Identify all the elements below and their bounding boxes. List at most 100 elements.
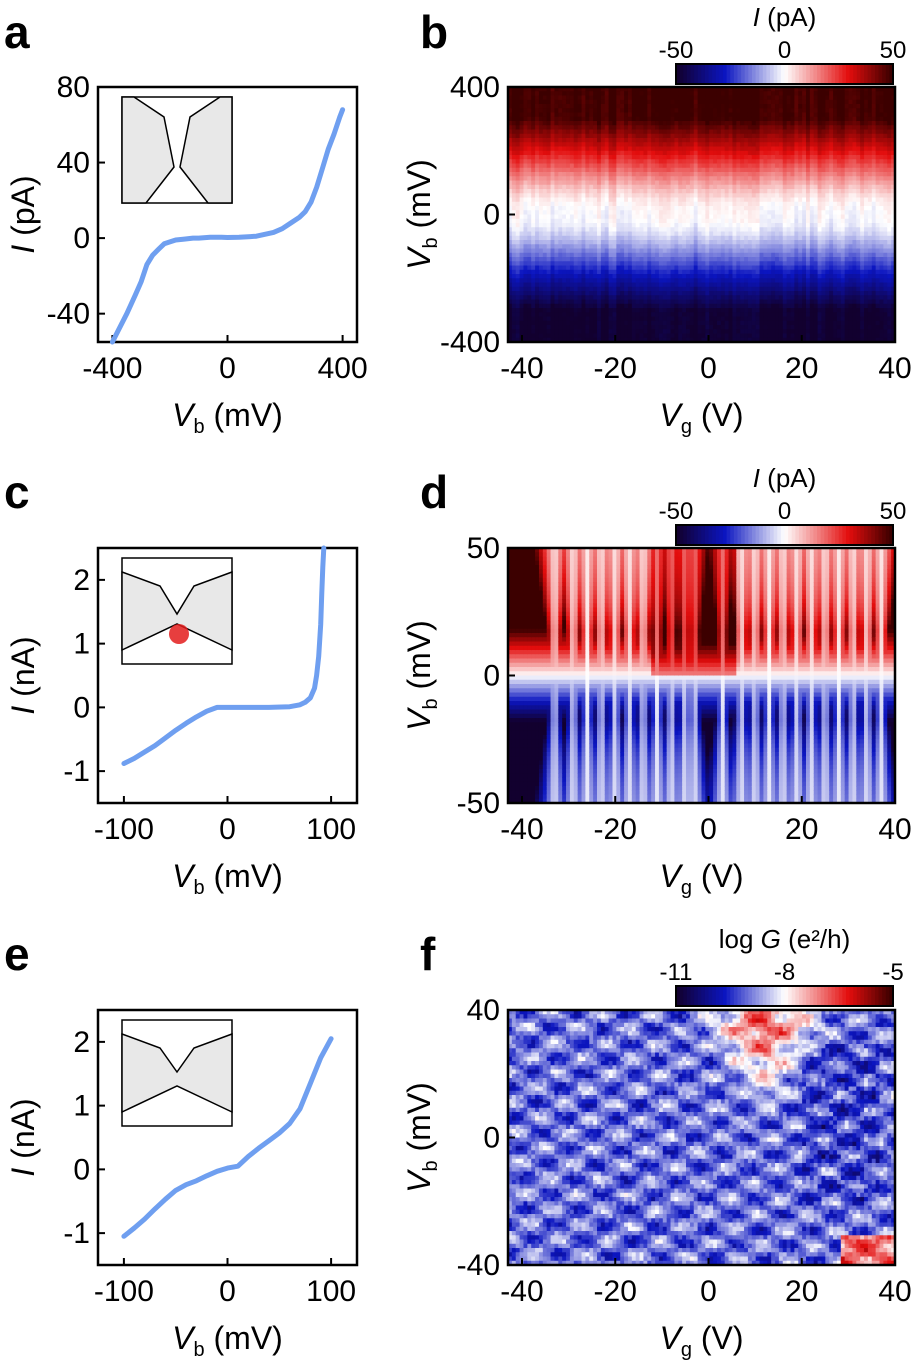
heatmap-cell bbox=[636, 181, 640, 186]
heatmap-cell bbox=[694, 219, 698, 224]
heatmap-cell bbox=[678, 159, 682, 164]
heatmap-cell bbox=[740, 138, 744, 143]
heatmap-cell bbox=[698, 274, 702, 279]
heatmap-cell bbox=[527, 295, 531, 300]
heatmap-cell bbox=[547, 138, 551, 143]
heatmap-cell bbox=[791, 155, 795, 160]
heatmap-cell bbox=[547, 121, 551, 126]
heatmap-cell bbox=[794, 117, 798, 122]
heatmap-cell bbox=[814, 155, 818, 160]
heatmap-cell bbox=[798, 308, 802, 313]
heatmap-cell bbox=[698, 334, 702, 339]
heatmap-cell bbox=[601, 219, 605, 224]
heatmap-cell bbox=[702, 300, 706, 305]
heatmap-cell bbox=[791, 151, 795, 156]
heatmap-cell bbox=[640, 334, 644, 339]
heatmap-cell bbox=[539, 304, 543, 309]
heatmap-cell bbox=[570, 295, 574, 300]
heatmap-cell bbox=[744, 257, 748, 262]
heatmap-cell bbox=[585, 308, 589, 313]
heatmap-cell bbox=[717, 215, 721, 220]
heatmap-cell bbox=[682, 261, 686, 266]
heatmap-cell bbox=[589, 291, 593, 296]
heatmap-cell bbox=[802, 325, 806, 330]
heatmap-cell bbox=[729, 232, 733, 237]
heatmap-cell bbox=[732, 151, 736, 156]
heatmap-cell bbox=[694, 125, 698, 130]
heatmap-cell bbox=[597, 202, 601, 207]
heatmap-cell bbox=[667, 321, 671, 326]
heatmap-cell bbox=[597, 215, 601, 220]
heatmap-cell bbox=[825, 96, 829, 101]
heatmap-cell bbox=[682, 266, 686, 271]
heatmap-cell bbox=[760, 121, 764, 126]
heatmap-cell bbox=[802, 232, 806, 237]
heatmap-cell bbox=[810, 147, 814, 152]
heatmap-cell bbox=[740, 151, 744, 156]
heatmap-cell bbox=[640, 168, 644, 173]
heatmap-cell bbox=[756, 291, 760, 296]
heatmap-cell bbox=[667, 125, 671, 130]
heatmap-cell bbox=[756, 244, 760, 249]
heatmap-cell bbox=[597, 244, 601, 249]
heatmap-cell bbox=[744, 236, 748, 241]
heatmap-cell bbox=[698, 130, 702, 135]
heatmap-cell bbox=[825, 121, 829, 126]
heatmap-cell bbox=[601, 172, 605, 177]
heatmap-cell bbox=[570, 329, 574, 334]
heatmap-cell bbox=[589, 325, 593, 330]
heatmap-cell bbox=[818, 312, 822, 317]
heatmap-cell bbox=[539, 155, 543, 160]
heatmap-cell bbox=[624, 91, 628, 96]
heatmap-cell bbox=[748, 244, 752, 249]
heatmap-cell bbox=[694, 240, 698, 245]
heatmap-cell bbox=[527, 202, 531, 207]
heatmap-cell bbox=[551, 130, 555, 135]
heatmap-cell bbox=[694, 193, 698, 198]
heatmap-cell bbox=[663, 91, 667, 96]
heatmap-cell bbox=[512, 142, 516, 147]
heatmap-cell bbox=[516, 215, 520, 220]
heatmap-cell bbox=[678, 240, 682, 245]
heatmap-cell bbox=[791, 253, 795, 258]
heatmap-cell bbox=[732, 198, 736, 203]
heatmap-cell bbox=[512, 261, 516, 266]
heatmap-cell bbox=[736, 257, 740, 262]
heatmap-cell bbox=[605, 278, 609, 283]
heatmap-cell bbox=[798, 215, 802, 220]
heatmap-cell bbox=[535, 91, 539, 96]
heatmap-cell bbox=[628, 117, 632, 122]
heatmap-cell bbox=[682, 96, 686, 101]
heatmap-cell bbox=[717, 91, 721, 96]
heatmap-cell bbox=[771, 308, 775, 313]
heatmap-cell bbox=[686, 329, 690, 334]
heatmap-cell bbox=[593, 155, 597, 160]
heatmap-cell bbox=[562, 321, 566, 326]
heatmap-cell bbox=[640, 253, 644, 258]
heatmap-cell bbox=[702, 232, 706, 237]
heatmap-cell bbox=[798, 138, 802, 143]
heatmap-cell bbox=[744, 134, 748, 139]
heatmap-cell bbox=[690, 189, 694, 194]
heatmap-cell bbox=[531, 325, 535, 330]
heatmap-cell bbox=[702, 155, 706, 160]
heatmap-cell bbox=[570, 176, 574, 181]
heatmap-cell bbox=[643, 138, 647, 143]
heatmap-cell bbox=[640, 125, 644, 130]
heatmap-cell bbox=[705, 159, 709, 164]
heatmap-cell bbox=[671, 249, 675, 254]
heatmap-cell bbox=[601, 91, 605, 96]
heatmap-cell bbox=[736, 215, 740, 220]
heatmap-cell bbox=[632, 321, 636, 326]
heatmap-cell bbox=[523, 227, 527, 232]
heatmap-cell bbox=[717, 325, 721, 330]
heatmap-cell bbox=[702, 134, 706, 139]
heatmap-cell bbox=[527, 317, 531, 322]
heatmap-cell bbox=[535, 244, 539, 249]
heatmap-cell bbox=[628, 308, 632, 313]
heatmap-cell bbox=[667, 236, 671, 241]
heatmap-cell bbox=[578, 321, 582, 326]
heatmap-cell bbox=[624, 223, 628, 228]
heatmap-cell bbox=[624, 232, 628, 237]
heatmap-cell bbox=[531, 91, 535, 96]
